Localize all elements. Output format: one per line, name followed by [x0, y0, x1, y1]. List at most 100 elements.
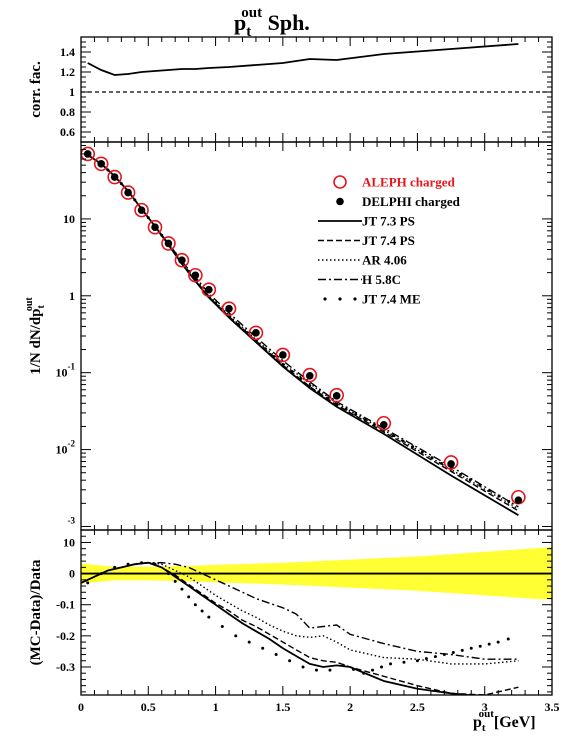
- mc-jt-7-4-me-line-dot: [459, 472, 463, 476]
- delphi-charged-point: [205, 285, 213, 294]
- mc-jt-7-4-me-line-dot: [507, 499, 511, 503]
- mc-jt-7-4-me-line-dot: [236, 322, 240, 326]
- chart-title: pt out Sph.: [234, 5, 310, 40]
- mc-jt-7-4-me-line-dot: [317, 390, 321, 394]
- legend-marker-delphi-charged: [336, 197, 344, 206]
- mc-jt-7-4-me-line-dot: [478, 483, 482, 487]
- ratio-jt-7-4-me-line-dot: [180, 587, 184, 591]
- main-y-axis-label-main: 1/N dN/dp: [28, 308, 44, 374]
- bottom-y-tick-label: 10: [63, 535, 75, 549]
- top-y-tick-label: 1: [69, 85, 75, 99]
- x-axis-label-main: p: [473, 714, 482, 731]
- aleph-charged-point: [93, 156, 109, 172]
- ratio-jt-7-4-me-line-dot: [200, 609, 204, 613]
- main-y-tick-label: 10-2: [56, 439, 76, 457]
- corr-factor-line: [87, 43, 519, 76]
- aleph-charged-point: [329, 387, 344, 403]
- mc-jt-7-4-me-line-dot: [488, 489, 492, 493]
- ratio-jt-7-4-me-line-dot: [389, 662, 393, 666]
- delphi-charged-point: [83, 150, 92, 158]
- bottom-frame: [80, 529, 553, 696]
- mc-jt-7-4-me-line-dot: [290, 369, 294, 373]
- ratio-jt-7-4-me-line-dot: [220, 625, 224, 629]
- main-y-tick-label: 1: [69, 289, 75, 303]
- delphi-charged-point: [225, 304, 233, 313]
- mc-jt-7-4-me-line-dot: [468, 478, 472, 482]
- ratio-jt-7-4-me-line-dot: [451, 650, 455, 654]
- bottom-y-tick-label: -0.1: [56, 598, 75, 612]
- x-tick-label: 3: [482, 700, 488, 714]
- x-axis-label-sub: t: [482, 722, 486, 734]
- top-y-axis-label-main: corr. fac.: [28, 61, 44, 118]
- top-y-tick-label: 0.6: [60, 125, 75, 139]
- main-y-tick-base: 1: [69, 289, 75, 303]
- mc-jt-7-4-me-line-dot: [214, 301, 218, 305]
- mc-jt-7-4-me-line-dot: [281, 362, 285, 366]
- title-main: p: [234, 10, 246, 35]
- x-tick-label: 2: [347, 700, 353, 714]
- aleph-charged-point: [275, 347, 291, 363]
- mc-jt-7-4-me-line-dot: [106, 168, 110, 172]
- title-sup: out: [241, 5, 262, 21]
- delphi-charged-point: [332, 392, 341, 400]
- legend-marker-aleph-charged: [333, 175, 347, 189]
- main-y-tick-exp: -2: [68, 439, 76, 449]
- ratio-jt-7-4-me-line-dot: [402, 660, 406, 664]
- legend-label-delphi-charged: DELPHI charged: [362, 194, 461, 209]
- top-y-tick-label: 1.2: [60, 65, 75, 79]
- bottom-y-tick-label: -0.3: [56, 660, 75, 674]
- mc-jt-7-4-me-line-dot: [299, 377, 303, 381]
- main-y-axis-label: 1/N dN/dptout: [24, 297, 47, 375]
- delphi-charged-point: [447, 460, 455, 468]
- ratio-jt-7-4-me-line-dot: [247, 640, 251, 644]
- x-tick-label: 1: [213, 700, 219, 714]
- mc-jt-7-4-me-line-dot: [420, 450, 424, 454]
- ratio-jt-7-4-me-line-dot: [442, 653, 446, 657]
- ratio-jt-7-4-me-line-dot: [328, 668, 332, 672]
- title-sub: t: [246, 24, 251, 40]
- x-tick-label: 2.5: [410, 700, 425, 714]
- ratio-jt-7-4-me-line-dot: [487, 642, 491, 646]
- ratio-jt-7-4-me-line-dot: [126, 562, 130, 566]
- top-frame: [80, 36, 553, 143]
- delphi-charged-point: [151, 223, 159, 231]
- mc-jt-7-4-me-line-dot: [354, 412, 358, 416]
- top-y-axis-label: corr. fac.: [28, 61, 44, 118]
- delphi-charged-point: [124, 188, 132, 197]
- ratio-jt-7-4-me-line-dot: [140, 561, 144, 565]
- mc-jt-7-4-me-line-dot: [193, 278, 197, 282]
- delphi-charged-point: [514, 496, 523, 504]
- mc-jt-7-4-me-line-dot: [326, 396, 330, 400]
- legend-label-jt-7-4-me: JT 7.4 ME: [362, 292, 421, 307]
- delphi-charged-point: [97, 160, 105, 168]
- delphi-charged-point: [164, 239, 173, 248]
- bottom-y-tick-label: -0.2: [56, 629, 75, 643]
- mc-jt-7-4-me-line-dot: [119, 182, 123, 186]
- bottom-series-group: [81, 561, 519, 695]
- main-y-tick-base: 10: [56, 443, 68, 457]
- legend-label-h-5-8c: H 5.8C: [362, 272, 401, 287]
- ratio-jt-7-4-me-line-dot: [424, 657, 428, 661]
- delphi-charged-point: [178, 256, 186, 265]
- x-tick-label: 1.5: [275, 700, 290, 714]
- ratio-jt-7-4-me-line-dot: [341, 663, 345, 667]
- ratio-jt-7-4-me-line-dot: [506, 637, 510, 641]
- aleph-charged-point: [120, 185, 136, 200]
- top-y-tick-label: 1.4: [60, 45, 75, 59]
- main-y-tick-label: -3: [68, 515, 76, 525]
- mc-jt-7-4-me-line-dot: [173, 251, 177, 255]
- mc-jt-7-4-me-line-dot: [344, 407, 348, 411]
- ratio-jt-7-4-me-line-dot: [469, 646, 473, 650]
- bottom-panel: 0 0.5 1 1.5 2 2.5 3 3.5 -0.3 -0.2 -0.1 0 10 (MC-Data)…: [28, 529, 560, 714]
- x-tick-label: 0: [78, 700, 84, 714]
- mc-jt-7-4-me-line-dot: [411, 445, 415, 449]
- x-axis-label: pt out[GeV]: [473, 708, 536, 734]
- x-axis-label-sup: out: [479, 708, 495, 720]
- ratio-jt-7-4-me-line-dot: [274, 653, 278, 657]
- x-axis-label-unit: [GeV]: [494, 714, 536, 731]
- ratio-jt-7-4-me-line-dot: [478, 644, 482, 648]
- main-y-tick-label: 10: [63, 212, 75, 226]
- x-tick-label: 0.5: [141, 700, 156, 714]
- aleph-charged-point: [221, 301, 237, 316]
